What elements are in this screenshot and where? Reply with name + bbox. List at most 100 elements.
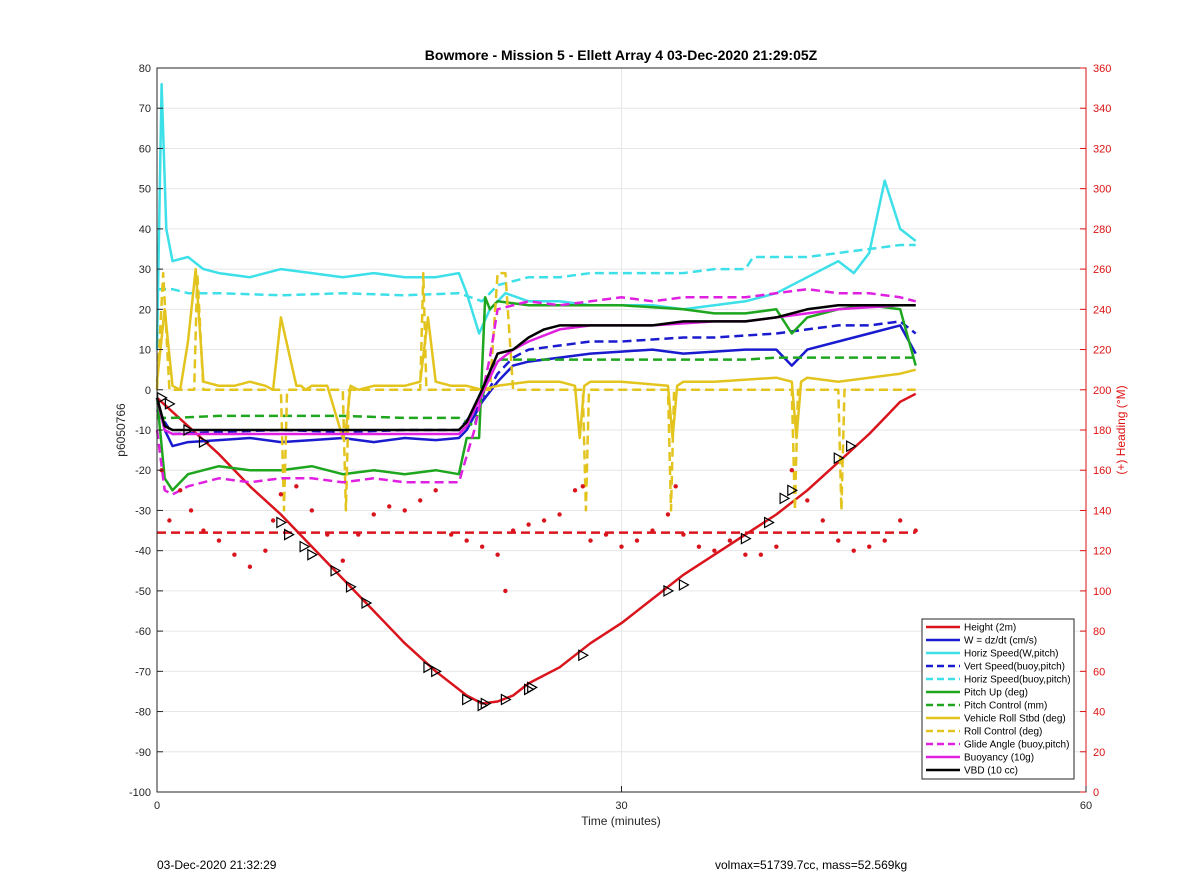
height-marker [183, 423, 195, 437]
heading-dot [758, 552, 764, 557]
y-tick-label: 60 [139, 143, 151, 155]
height-marker [833, 452, 845, 465]
heading-dot [836, 538, 841, 543]
height-marker [740, 532, 752, 545]
heading-dot [743, 552, 748, 557]
y2-tick-label: 260 [1093, 264, 1111, 276]
y2-tick-label: 40 [1093, 707, 1105, 719]
y2-tick-label: 280 [1093, 224, 1111, 236]
heading-dot [572, 488, 578, 493]
height-marker [779, 492, 791, 505]
y2-tick-label: 340 [1093, 103, 1111, 115]
heading-dot [294, 484, 299, 489]
y-tick-label: -50 [135, 586, 151, 598]
heading-dot [178, 488, 183, 493]
y2-tick-label: 300 [1093, 184, 1111, 196]
heading-dot [387, 504, 392, 509]
left-axis-ticks: -100-90-80-70-60-50-40-30-20-10010203040… [129, 63, 163, 799]
legend-label: Height (2m) [964, 623, 1016, 634]
y2-axis-label: (+) Heading (°M) [1114, 385, 1128, 474]
heading-dot [696, 544, 702, 549]
y2-tick-label: 60 [1093, 666, 1105, 678]
legend-label: Buoyancy (10g) [964, 753, 1034, 764]
y2-tick-label: 20 [1093, 747, 1105, 759]
y2-tick-label: 80 [1093, 626, 1105, 638]
y-tick-label: 40 [139, 224, 151, 236]
y-tick-label: 20 [139, 304, 151, 316]
series-line-3 [155, 320, 917, 436]
heading-dot [188, 508, 194, 513]
heading-dot [820, 518, 825, 523]
series-line-7 [155, 267, 917, 440]
y-tick-label: 10 [139, 345, 151, 357]
y-tick-label: -10 [135, 425, 151, 437]
heading-dot [805, 498, 810, 503]
series-line-5 [155, 296, 917, 492]
x-tick-label: 60 [1080, 800, 1092, 812]
y-axis-label: p6050766 [114, 403, 128, 457]
y2-tick-label: 320 [1093, 143, 1111, 155]
height-markers [157, 391, 857, 712]
heading-dot [665, 512, 671, 517]
height-marker [284, 528, 295, 541]
footer-timestamp: 03-Dec-2020 21:32:29 [157, 858, 277, 872]
heading-dot [588, 538, 593, 543]
heading-dot [712, 548, 717, 553]
legend-label: W = dz/dt (cm/s) [964, 636, 1037, 647]
height-marker [431, 665, 442, 678]
height-marker [480, 697, 492, 710]
y-tick-label: 30 [139, 264, 151, 276]
heading-dot [898, 518, 903, 523]
heading-dot [673, 484, 678, 489]
series-line-9 [155, 287, 917, 496]
height-marker [462, 693, 473, 706]
legend-label: Pitch Control (mm) [964, 701, 1047, 712]
footer-vehicle-info: volmax=51739.7cc, mass=52.569kg [715, 858, 908, 872]
legend-label: Roll Control (deg) [964, 727, 1042, 738]
y2-tick-label: 220 [1093, 345, 1111, 357]
y-tick-label: 70 [139, 103, 151, 115]
heading-dot [402, 508, 407, 513]
legend-label: VBD (10 cc) [964, 766, 1018, 777]
heading-dot [278, 492, 284, 497]
y-tick-label: 0 [145, 385, 151, 397]
legend: Height (2m) W = dz/dt (cm/s) Horiz Speed(W… [921, 618, 1075, 780]
heading-dot [216, 538, 222, 543]
y2-tick-label: 200 [1093, 385, 1111, 397]
y2-tick-label: 100 [1093, 586, 1111, 598]
legend-label: Horiz Speed(W,pitch) [964, 649, 1058, 660]
plot-lines [155, 82, 918, 705]
y2-tick-label: 120 [1093, 546, 1111, 558]
heading-dot [479, 544, 485, 549]
series-line-8 [155, 271, 916, 512]
legend-label: Vehicle Roll Stbd (deg) [964, 714, 1066, 725]
series-line-10 [155, 304, 916, 436]
heading-dot [774, 544, 779, 549]
heading-dot [371, 512, 376, 517]
height-marker [763, 516, 775, 529]
right-axis-ticks: 0 20 40 60 80 100 120 140 160 180 200 220 240 260 280 3… [1080, 63, 1111, 799]
height-marker [307, 548, 319, 561]
heading-dot [882, 538, 887, 543]
y2-tick-label: 140 [1093, 505, 1111, 517]
y2-tick-label: 180 [1093, 425, 1111, 437]
heading-dot [526, 522, 531, 527]
heading-dot [167, 518, 172, 523]
y2-tick-label: 360 [1093, 63, 1111, 75]
heading-dot [433, 488, 438, 493]
height-marker [678, 578, 690, 591]
y2-tick-label: 160 [1093, 465, 1111, 477]
height-marker [846, 440, 857, 453]
heading-dot [851, 548, 856, 553]
x-tick-label: 30 [615, 800, 627, 812]
heading-dot [867, 544, 872, 549]
legend-label: Horiz Speed(buoy,pitch) [964, 675, 1071, 686]
y2-tick-label: 240 [1093, 304, 1111, 316]
y-tick-label: -80 [135, 707, 151, 719]
heading-dot [580, 484, 585, 489]
heading-dot [263, 548, 268, 553]
y-tick-label: -60 [135, 626, 151, 638]
series-line-1 [155, 324, 917, 448]
y-tick-label: -90 [135, 747, 151, 759]
